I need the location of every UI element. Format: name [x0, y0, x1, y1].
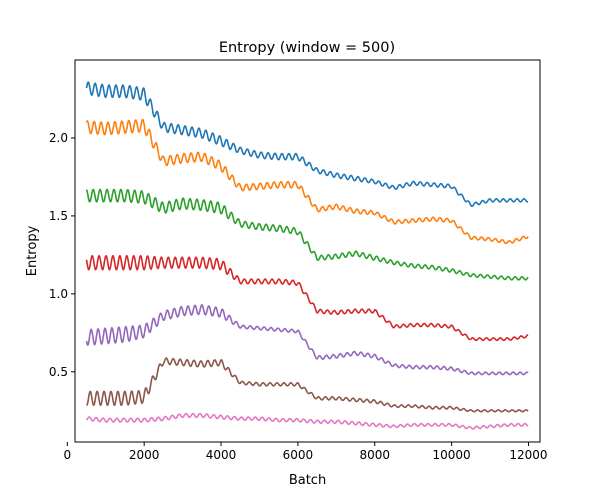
x-tick-label: 12000 — [509, 448, 547, 462]
y-tick-label: 2.0 — [49, 131, 68, 145]
series-line-6 — [86, 357, 529, 413]
series-line-2 — [85, 118, 529, 245]
x-axis-label: Batch — [289, 473, 326, 488]
x-tick-label: 0 — [63, 448, 71, 462]
x-tick-label: 4000 — [206, 448, 237, 462]
series-layer — [85, 81, 529, 430]
series-line-5 — [85, 303, 529, 376]
y-tick-label: 1.5 — [49, 209, 68, 223]
y-tick-label: 1.0 — [49, 287, 68, 301]
x-tick-label: 6000 — [283, 448, 314, 462]
plot-frame — [74, 59, 541, 443]
series-line-7 — [85, 412, 529, 430]
y-axis-label: Entropy — [25, 225, 40, 276]
x-tick-label: 8000 — [359, 448, 390, 462]
x-tick-label: 10000 — [433, 448, 471, 462]
chart-title: Entropy (window = 500) — [219, 40, 395, 56]
series-line-4 — [85, 254, 529, 342]
series-line-3 — [85, 188, 529, 281]
y-axis: 0.5 1.0 1.5 2.0 — [49, 131, 75, 379]
series-line-1 — [85, 81, 529, 208]
x-tick-label: 2000 — [129, 448, 160, 462]
y-tick-label: 0.5 — [49, 365, 68, 379]
x-axis: 0 2000 4000 6000 8000 10000 12000 — [63, 442, 548, 462]
